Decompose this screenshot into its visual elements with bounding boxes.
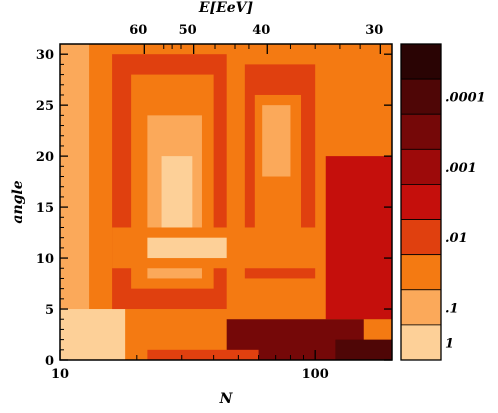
heatmap-cells xyxy=(60,44,392,360)
y-tick-label: 25 xyxy=(36,99,54,114)
heatmap-cell xyxy=(112,227,345,269)
colorbar-swatch xyxy=(400,184,442,220)
colorbar-label: 1 xyxy=(445,336,454,351)
axis-labels: 0 5 10 15 20 25 30 10 100 60 50 40 30 xyxy=(36,23,383,382)
plot-frame xyxy=(59,43,393,361)
colorbar-swatch xyxy=(400,254,442,291)
colorbar-swatch xyxy=(400,219,442,256)
colorbar-label: .01 xyxy=(445,231,468,246)
colorbar-swatch xyxy=(400,148,442,185)
heatmap-cell xyxy=(363,319,392,340)
heatmap-cell xyxy=(60,44,90,310)
heatmap-cell xyxy=(335,339,392,360)
colorbar-swatch xyxy=(400,324,442,361)
y-tick-label: 20 xyxy=(36,150,54,165)
heatmap-cell xyxy=(325,156,392,320)
top-tick-label: 40 xyxy=(252,23,270,38)
heatmap-cell xyxy=(147,237,227,259)
x-tick-label: 10 xyxy=(51,367,69,382)
y-tick-label: 10 xyxy=(36,252,54,267)
colorbar-swatch xyxy=(400,43,442,80)
y-tick-label: 30 xyxy=(36,48,54,63)
top-axis-title: E[EeV] xyxy=(198,0,254,16)
x-tick-label: 100 xyxy=(302,367,329,382)
y-tick-label: 15 xyxy=(36,201,54,216)
colorbar-label: .1 xyxy=(445,301,459,316)
colorbar-label: .0001 xyxy=(445,91,486,106)
y-axis-title: angle xyxy=(10,180,26,223)
colorbar-swatch xyxy=(400,113,442,150)
top-tick-label: 60 xyxy=(129,23,147,38)
top-tick-label: 50 xyxy=(179,23,197,38)
x-axis-title: N xyxy=(219,391,234,407)
heatmap-cell xyxy=(147,349,259,360)
top-tick-label: 30 xyxy=(365,23,383,38)
colorbar-swatch xyxy=(400,78,442,115)
axis-ticks xyxy=(59,44,393,361)
heatmap-cell xyxy=(262,105,291,177)
heatmap-cell xyxy=(60,309,126,360)
colorbar-swatch xyxy=(400,289,442,326)
colorbar-label: .001 xyxy=(445,161,477,176)
y-tick-label: 5 xyxy=(45,303,54,318)
y-tick-label: 0 xyxy=(45,354,54,369)
colorbar: .0001 .001 .01 .1 1 xyxy=(400,43,486,361)
colorbar-frame xyxy=(400,43,442,361)
